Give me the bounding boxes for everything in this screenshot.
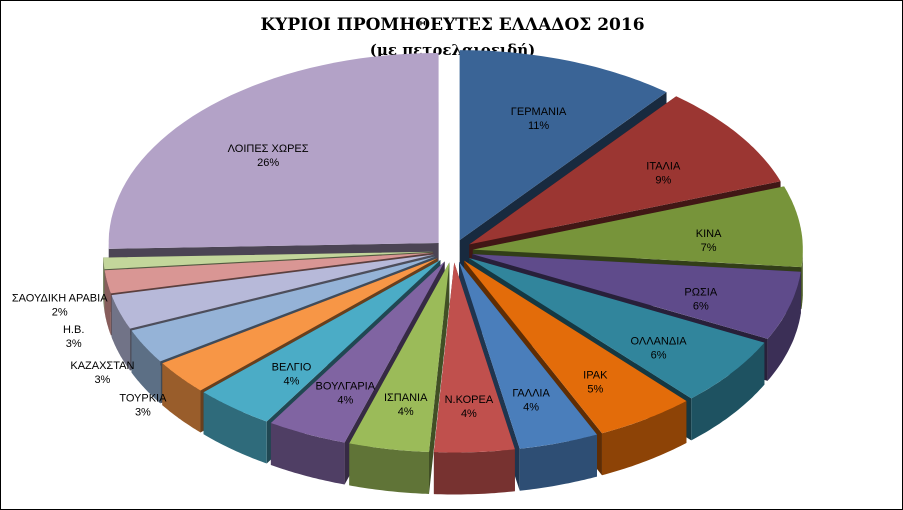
slice-label-name: ΚΑΖΑΧΣΤΑΝ bbox=[70, 360, 134, 372]
slice-label-12: ΚΑΖΑΧΣΤΑΝ 3% bbox=[70, 360, 134, 386]
slice-label-name: ΓΑΛΛΙΑ bbox=[512, 387, 550, 399]
slice-label-10: ΒΕΛΓΙΟ 4% bbox=[272, 362, 312, 388]
slice-15-rim bbox=[103, 257, 105, 312]
slice-13-top bbox=[111, 254, 434, 329]
slice-label-name: ΡΩΣΙΑ bbox=[684, 287, 717, 299]
slice-label-name: ΚΙΝΑ bbox=[696, 228, 722, 240]
slice-label-value: 4% bbox=[337, 395, 353, 407]
slice-label-value: 4% bbox=[461, 408, 477, 420]
slice-label-name: Η.Β. bbox=[63, 324, 84, 336]
slice-16-top bbox=[108, 53, 439, 249]
slice-4-top bbox=[468, 257, 765, 399]
slice-label-name: ΒΕΛΓΙΟ bbox=[272, 362, 312, 374]
slice-label-value: 3% bbox=[135, 407, 151, 419]
slice-label-3: ΡΩΣΙΑ 6% bbox=[684, 287, 717, 313]
slice-10-top bbox=[203, 259, 441, 422]
slice-label-value: 3% bbox=[66, 338, 82, 350]
slice-label-7: Ν.ΚΟΡΕΑ 4% bbox=[445, 394, 494, 420]
chart-title: ΚΥΡΙΟΙ ΠΡΟΜΗΘΕΥΤΕΣ ΕΛΛΑΔΟΣ 2016 bbox=[260, 15, 645, 35]
slice-label-name: ΟΛΛΑΝΔΙΑ bbox=[631, 335, 688, 347]
slice-label-name: Ν.ΚΟΡΕΑ bbox=[445, 394, 494, 406]
slice-label-value: 9% bbox=[655, 174, 671, 186]
pie-labels: ΓΕΡΜΑΝΙΑ 11%ΙΤΑΛΙΑ 9%ΚΙΝΑ 7%ΡΩΣΙΑ 6%ΟΛΛΑΝΔΙΑ… bbox=[12, 106, 722, 420]
slice-label-13: Η.Β. 3% bbox=[63, 324, 84, 350]
slice-label-4: ΟΛΛΑΝΔΙΑ 6% bbox=[631, 335, 688, 361]
slice-label-name: ΛΟΙΠΕΣ ΧΩΡΕΣ bbox=[228, 143, 309, 155]
slice-label-name: ΣΑΟΥΔΙΚΗ ΑΡΑΒΙΑ bbox=[12, 292, 108, 304]
slice-9-rim bbox=[270, 423, 345, 485]
slice-label-5: ΙΡΑΚ 5% bbox=[583, 370, 608, 396]
slice-label-1: ΙΤΑΛΙΑ 9% bbox=[646, 160, 681, 186]
slice-label-value: 4% bbox=[523, 401, 539, 413]
slice-1-top bbox=[469, 96, 781, 245]
slice-11-top bbox=[162, 258, 438, 391]
slice-10-rim bbox=[203, 392, 267, 464]
slice-label-value: 5% bbox=[587, 384, 603, 396]
slice-label-value: 26% bbox=[257, 157, 279, 169]
slice-label-14: ΣΑΟΥΔΙΚΗ ΑΡΑΒΙΑ 2% bbox=[12, 292, 108, 318]
slice-6-rim bbox=[519, 434, 597, 491]
slice-label-name: ΙΤΑΛΙΑ bbox=[646, 160, 681, 172]
slice-3-rim bbox=[767, 271, 801, 381]
slice-14-top bbox=[104, 252, 434, 294]
slice-label-value: 4% bbox=[398, 406, 414, 418]
slice-label-name: ΤΟΥΡΚΙΑ bbox=[119, 393, 167, 405]
slice-label-value: 7% bbox=[701, 242, 717, 254]
slice-8-top bbox=[349, 262, 450, 452]
slice-label-value: 6% bbox=[693, 301, 709, 313]
slice-label-2: ΚΙΝΑ 7% bbox=[696, 228, 722, 254]
slice-2-rim bbox=[801, 249, 803, 310]
slice-0-top bbox=[459, 50, 667, 241]
slice-5-top bbox=[464, 260, 687, 434]
slice-3-top bbox=[472, 254, 801, 339]
slice-label-6: ΓΑΛΛΙΑ 4% bbox=[512, 387, 550, 413]
slice-label-11: ΤΟΥΡΚΙΑ 3% bbox=[119, 393, 167, 419]
slice-13-rim bbox=[111, 295, 130, 371]
slice-label-value: 4% bbox=[284, 376, 300, 388]
slice-label-name: ΒΟΥΛΓΑΡΙΑ bbox=[316, 381, 376, 393]
slice-11-rim bbox=[162, 363, 201, 433]
slice-14-rim bbox=[104, 270, 111, 336]
slice-7-top bbox=[433, 262, 515, 453]
slice-8-wall-0 bbox=[429, 262, 450, 494]
slice-7-rim bbox=[433, 449, 515, 495]
slice-12-top bbox=[131, 256, 436, 362]
slice-label-name: ΙΡΑΚ bbox=[583, 370, 608, 382]
slice-label-value: 6% bbox=[651, 349, 667, 361]
slice-15-top bbox=[103, 251, 434, 270]
slice-label-8: ΙΣΠΑΝΙΑ 4% bbox=[384, 392, 428, 418]
slice-6-top bbox=[459, 261, 597, 449]
slice-label-name: ΓΕΡΜΑΝΙΑ bbox=[511, 106, 567, 118]
slice-12-wall-1 bbox=[131, 256, 436, 373]
pie-tops bbox=[103, 50, 803, 453]
slice-label-16: ΛΟΙΠΕΣ ΧΩΡΕΣ 26% bbox=[228, 143, 309, 169]
slice-label-0: ΓΕΡΜΑΝΙΑ 11% bbox=[511, 106, 567, 132]
slice-8-rim bbox=[349, 443, 429, 494]
slice-5-rim bbox=[602, 401, 687, 476]
slice-label-value: 3% bbox=[94, 374, 110, 386]
slice-9-top bbox=[270, 261, 445, 443]
slice-label-9: ΒΟΥΛΓΑΡΙΑ 4% bbox=[316, 381, 376, 407]
slice-label-name: ΙΣΠΑΝΙΑ bbox=[384, 392, 428, 404]
slice-label-value: 2% bbox=[52, 306, 68, 318]
slice-2-top bbox=[472, 186, 803, 268]
slice-12-rim bbox=[131, 330, 161, 404]
slice-4-rim bbox=[691, 342, 765, 441]
slice-label-value: 11% bbox=[528, 120, 549, 132]
